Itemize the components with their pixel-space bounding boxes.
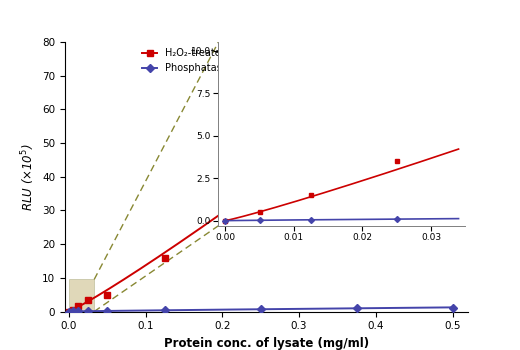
Legend: H₂O₂-treated lysate, Phosphatase-treated lysate: H₂O₂-treated lysate, Phosphatase-treated… bbox=[138, 44, 303, 77]
Bar bbox=[69, 280, 94, 312]
X-axis label: Protein conc. of lysate (mg/ml): Protein conc. of lysate (mg/ml) bbox=[164, 337, 369, 350]
Y-axis label: $RLU$ ($\times$10$^5$): $RLU$ ($\times$10$^5$) bbox=[19, 143, 36, 210]
